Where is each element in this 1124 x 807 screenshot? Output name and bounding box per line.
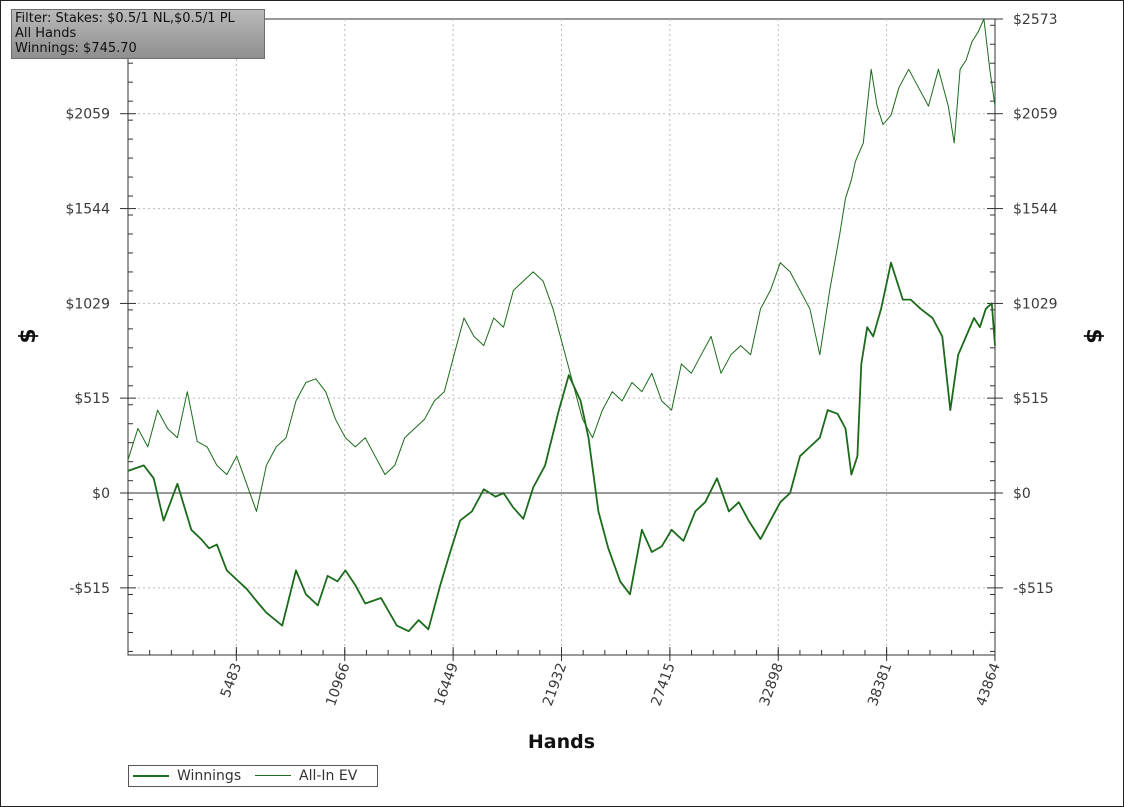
y-tick-label-right: -$515 (1013, 581, 1054, 597)
x-tick-label: 10966 (323, 661, 353, 708)
y-tick-label-right: $2059 (1013, 107, 1058, 123)
filter-winnings-text: Winnings: $745.70 (15, 41, 137, 56)
legend-label-allin-ev: All-In EV (299, 768, 358, 784)
filter-hands-text: All Hands (15, 26, 77, 41)
x-axis-title: Hands (528, 731, 595, 753)
legend-swatch-allin-ev (255, 775, 291, 776)
legend-swatch-winnings (133, 775, 169, 777)
x-tick-label: 27415 (648, 661, 678, 708)
y-tick-label-right: $1544 (1013, 202, 1058, 218)
series-line-winnings (127, 261, 996, 633)
y-tick-label-left: $0 (92, 486, 110, 502)
y-tick-label-left: $515 (74, 391, 110, 407)
chart-legend: Winnings All-In EV (128, 765, 378, 787)
x-tick-label: 5483 (218, 661, 245, 700)
x-tick-label: 16449 (432, 661, 462, 708)
filter-stakes-text: Filter: Stakes: $0.5/1 NL,$0.5/1 PL (15, 11, 235, 26)
y-tick-label-right: $2573 (1013, 12, 1058, 28)
legend-label-winnings: Winnings (177, 768, 242, 784)
x-tick-label: 21932 (540, 661, 570, 708)
y-tick-label-right: $1029 (1013, 296, 1058, 312)
x-tick-label: 38381 (865, 661, 895, 708)
filter-info-box: Filter: Stakes: $0.5/1 NL,$0.5/1 PL All … (11, 9, 265, 59)
y-tick-label-right: $0 (1013, 486, 1031, 502)
series-line-allin-ev (127, 18, 996, 512)
y-tick-label-left: -$515 (69, 581, 110, 597)
x-tick-label: 32898 (757, 661, 787, 708)
y-tick-label-left: $2059 (65, 107, 110, 123)
y-axis-title-right: $ (1081, 328, 1106, 343)
y-axis-title-left: $ (16, 328, 41, 343)
y-tick-label-left: $1029 (65, 296, 110, 312)
x-tick-label: 43864 (973, 661, 1003, 708)
y-tick-label-left: $1544 (65, 202, 110, 218)
y-tick-label-right: $515 (1013, 391, 1049, 407)
